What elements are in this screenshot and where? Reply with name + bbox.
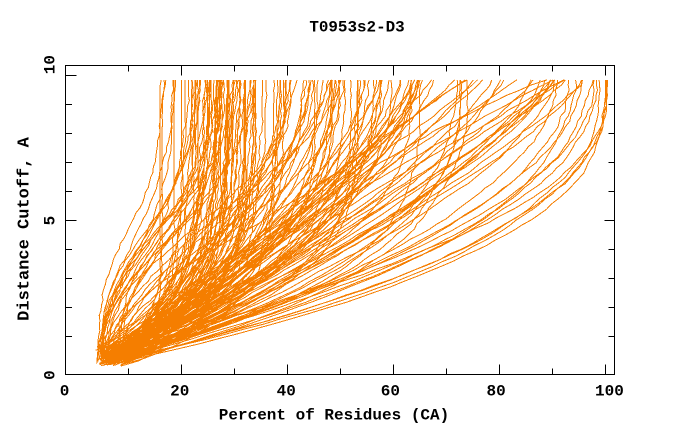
svg-text:Distance Cutoff, A: Distance Cutoff, A	[16, 136, 35, 320]
svg-text:5: 5	[41, 216, 59, 226]
svg-text:20: 20	[170, 383, 189, 401]
svg-text:80: 80	[486, 383, 505, 401]
svg-text:Percent of Residues (CA): Percent of Residues (CA)	[219, 407, 449, 425]
svg-text:0: 0	[60, 383, 70, 401]
svg-text:0: 0	[41, 370, 59, 380]
svg-text:100: 100	[595, 383, 624, 401]
svg-text:40: 40	[277, 383, 296, 401]
svg-text:60: 60	[381, 383, 400, 401]
svg-text:10: 10	[41, 55, 59, 74]
svg-text:T0953s2-D3: T0953s2-D3	[309, 19, 404, 37]
